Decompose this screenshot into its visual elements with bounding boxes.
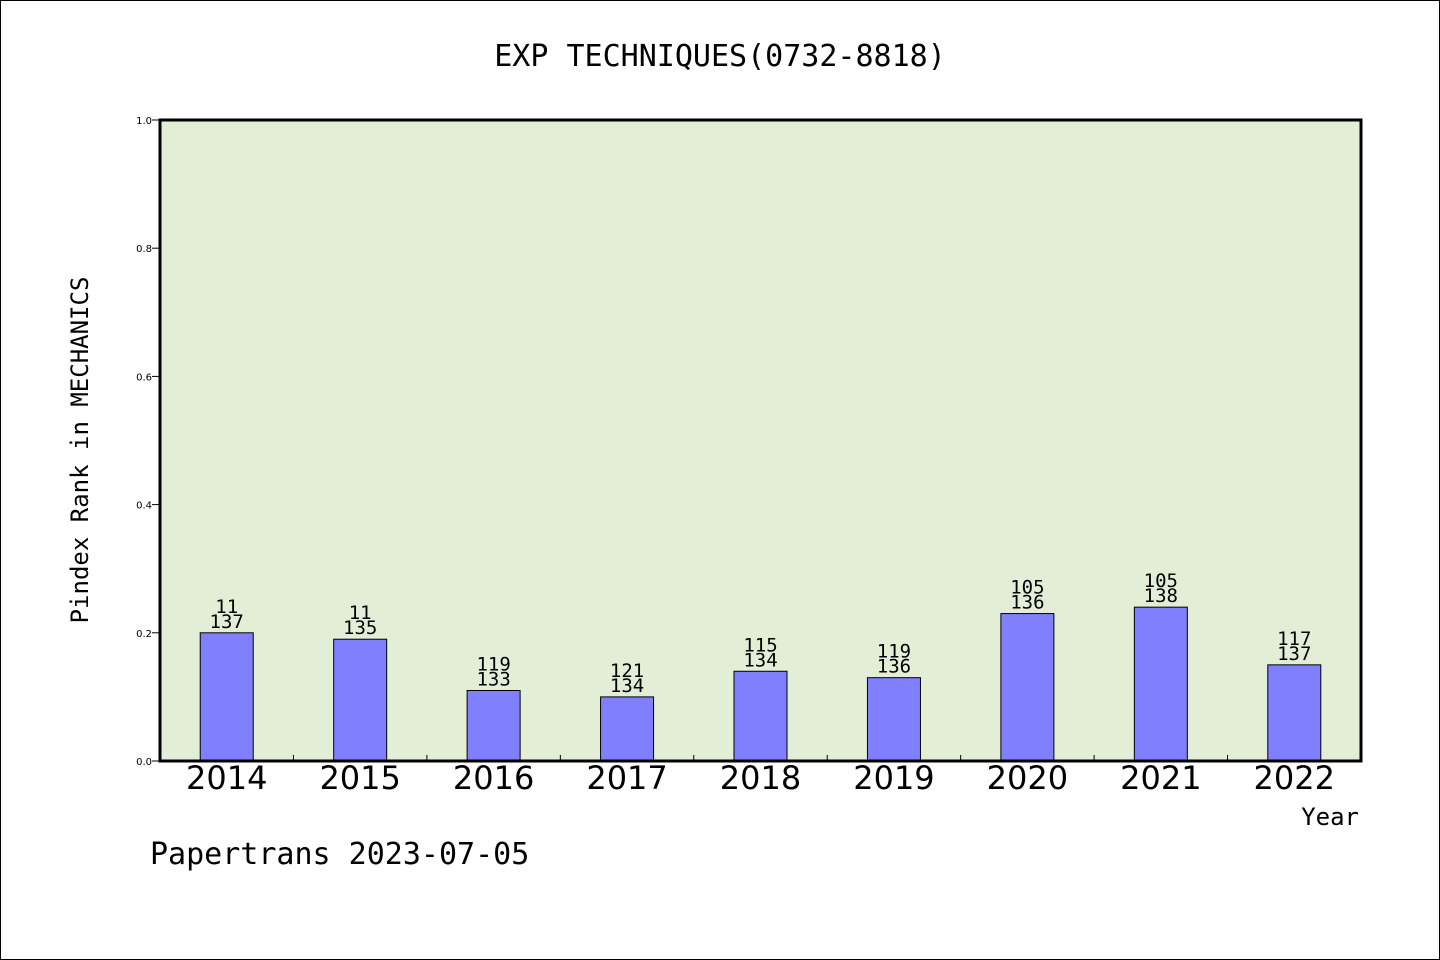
y-axis-ticks: 0.0 0.2 0.4 0.6 0.8 1.0 <box>136 116 160 768</box>
bar <box>333 638 388 762</box>
bar <box>1133 606 1188 762</box>
y-axis-label: Pindex Rank in MECHANICS <box>66 277 94 624</box>
bar <box>199 632 254 762</box>
plot-border <box>158 118 1363 763</box>
bar <box>866 677 921 762</box>
chart-title: EXP TECHNIQUES(0732-8818) <box>494 39 946 74</box>
bar-total-label: 136 <box>1010 592 1044 614</box>
bar <box>600 696 655 762</box>
bar-total-label: 136 <box>877 656 911 678</box>
bar-rank-label: 105 <box>1144 570 1178 592</box>
bar-rank-label: 119 <box>877 641 911 663</box>
bar-rank-label: 11 <box>215 596 238 618</box>
x-tick-label: 2020 <box>987 759 1068 797</box>
y-tick-label: 1.0 <box>136 116 152 127</box>
y-tick-label: 0.6 <box>136 372 152 383</box>
bar-rank-label: 117 <box>1277 628 1311 650</box>
bar-rank-label: 119 <box>476 653 510 675</box>
bar-rank-label: 11 <box>349 602 372 624</box>
bar-rank-label: 115 <box>743 634 777 656</box>
y-tick-label: 0.8 <box>136 244 152 255</box>
bar-total-label: 135 <box>343 617 377 639</box>
x-tick-label: 2019 <box>853 759 934 797</box>
bar-total-label: 137 <box>1277 643 1311 665</box>
bar-total-label: 137 <box>210 611 244 633</box>
watermark-text: Papertrans 2023-07-05 <box>150 837 529 872</box>
x-tick-label: 2021 <box>1120 759 1201 797</box>
x-tick-label: 2014 <box>186 759 267 797</box>
bar-total-label: 134 <box>743 649 777 671</box>
y-tick-label: 0.4 <box>136 501 152 512</box>
bar <box>1000 613 1055 762</box>
y-tick-label: 0.2 <box>136 629 152 640</box>
x-axis-label: Year <box>1301 803 1359 831</box>
bar <box>733 670 788 762</box>
bar <box>1267 664 1322 762</box>
x-tick-label: 2015 <box>319 759 400 797</box>
bar-rank-label: 105 <box>1010 577 1044 599</box>
x-tick-label: 2017 <box>586 759 667 797</box>
y-tick-label: 0.0 <box>136 757 152 768</box>
x-tick-label: 2018 <box>720 759 801 797</box>
x-tick-label: 2022 <box>1254 759 1335 797</box>
bar-rank-label: 121 <box>610 660 644 682</box>
bar <box>466 689 521 762</box>
x-tick-label: 2016 <box>453 759 534 797</box>
bar-total-label: 133 <box>476 668 510 690</box>
x-axis-ticks: 2014 2015 2016 2017 2018 2019 2020 2021 2022 <box>186 755 1335 797</box>
bar-total-label: 138 <box>1144 585 1178 607</box>
bar-total-label: 134 <box>610 675 644 697</box>
